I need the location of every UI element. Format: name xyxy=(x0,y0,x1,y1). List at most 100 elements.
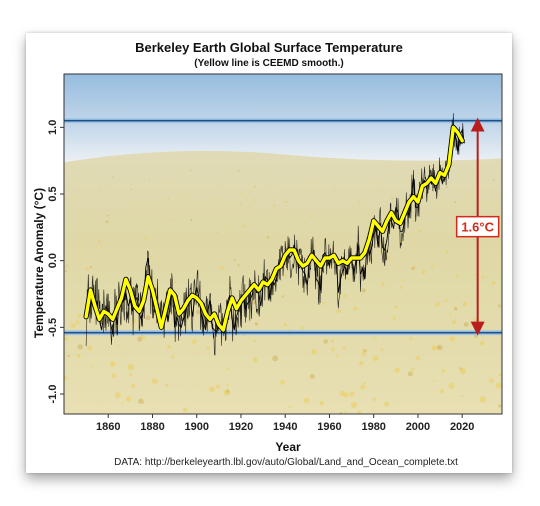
flower-dot xyxy=(208,352,211,355)
range-label: 1.6°C xyxy=(461,220,494,235)
flower-dot xyxy=(111,291,113,293)
flower-dot xyxy=(455,316,457,318)
flower-dot xyxy=(233,259,236,262)
flower-dot xyxy=(321,302,325,305)
flower-dot xyxy=(361,288,366,293)
flower-dot xyxy=(413,265,417,269)
flower-dot xyxy=(254,322,259,326)
chart-svg: Berkeley Earth Global Surface Temperatur… xyxy=(32,40,503,468)
x-tick-label: 1980 xyxy=(361,421,385,433)
flower-dot xyxy=(444,222,447,225)
x-tick-label: 1960 xyxy=(317,421,341,433)
flower-dot xyxy=(409,337,413,341)
range-label-box xyxy=(455,215,500,238)
flower-dot xyxy=(418,229,422,233)
flower-dot xyxy=(459,367,462,370)
flower-dot xyxy=(350,401,357,408)
flower-dot xyxy=(437,345,440,349)
flower-dot xyxy=(372,397,377,402)
flower-dot xyxy=(360,384,366,390)
flower-dot xyxy=(303,397,310,404)
flower-dot xyxy=(77,344,83,350)
flower-dot xyxy=(465,365,468,368)
flower-dot xyxy=(150,255,153,258)
flower-dot xyxy=(405,181,407,183)
flower-dot xyxy=(165,270,168,272)
flower-dot xyxy=(361,348,365,352)
flower-dot xyxy=(64,270,67,273)
flower-dot xyxy=(220,266,224,270)
flower-dot xyxy=(311,348,317,355)
flower-dot xyxy=(342,345,347,350)
y-tick-label: 0.0 xyxy=(47,253,59,268)
y-tick-label: -0.5 xyxy=(47,318,59,337)
flower-dot xyxy=(480,340,485,346)
flower-dot xyxy=(253,339,257,343)
flower-dot xyxy=(454,201,457,204)
flower-dot xyxy=(397,403,399,405)
flower-dot xyxy=(391,197,394,200)
flower-dot xyxy=(357,350,359,352)
flower-dot xyxy=(440,389,444,394)
flower-dot xyxy=(67,354,70,358)
flower-dot xyxy=(112,176,114,179)
flower-dot xyxy=(455,274,459,278)
flower-dot xyxy=(226,368,230,371)
flower-dot xyxy=(462,301,468,306)
flower-dot xyxy=(283,274,287,278)
flower-dot xyxy=(223,391,225,393)
flower-dot xyxy=(64,375,68,381)
flower-dot xyxy=(222,183,224,185)
flower-dot xyxy=(195,309,201,315)
flower-dot xyxy=(410,367,415,372)
flower-dot xyxy=(336,308,341,314)
flower-dot xyxy=(171,355,175,359)
flower-dot xyxy=(343,294,347,298)
flower-dot xyxy=(323,339,329,344)
flower-dot xyxy=(183,193,186,196)
flower-dot xyxy=(77,313,82,318)
flower-dot xyxy=(399,381,402,383)
flower-dot xyxy=(98,240,101,243)
x-tick-label: 2000 xyxy=(406,421,430,433)
flower-dot xyxy=(339,411,343,414)
flower-dot xyxy=(194,352,196,354)
flower-dot xyxy=(362,339,365,342)
flower-dot xyxy=(386,255,390,260)
flower-dot xyxy=(281,295,285,298)
flower-dot xyxy=(121,401,124,403)
flower-dot xyxy=(435,302,440,307)
flower-dot xyxy=(280,254,283,257)
flower-dot xyxy=(70,323,76,329)
flower-dot xyxy=(431,345,437,351)
flower-dot xyxy=(180,383,183,385)
flower-dot xyxy=(412,220,415,222)
flower-dot xyxy=(401,278,405,282)
flower-dot xyxy=(339,390,346,397)
series-group xyxy=(83,113,465,356)
flower-dot xyxy=(331,347,335,352)
flower-dot xyxy=(124,219,127,222)
flower-dot xyxy=(301,326,305,330)
background-wash xyxy=(64,74,502,414)
flower-dot xyxy=(394,367,400,373)
flower-dot xyxy=(280,326,283,329)
flower-dot xyxy=(449,336,456,342)
flower-dot xyxy=(131,383,136,389)
flower-dot xyxy=(138,398,144,404)
flower-dot xyxy=(453,306,458,311)
flower-dot xyxy=(368,208,371,211)
flower-dot xyxy=(98,191,100,193)
flower-dot xyxy=(279,379,285,385)
flower-dot xyxy=(173,281,176,284)
flower-dot xyxy=(191,339,197,345)
flower-dot xyxy=(358,200,361,203)
y-axis: -1.0 -0.5 0.0 0.5 1.0 xyxy=(47,120,64,403)
flower-dot xyxy=(95,246,97,249)
flower-dot xyxy=(226,389,230,393)
flower-dot xyxy=(444,299,448,303)
flower-dot xyxy=(353,306,358,311)
flower-dot xyxy=(182,211,185,213)
flower-dot xyxy=(381,282,385,287)
flower-dot xyxy=(336,354,339,357)
